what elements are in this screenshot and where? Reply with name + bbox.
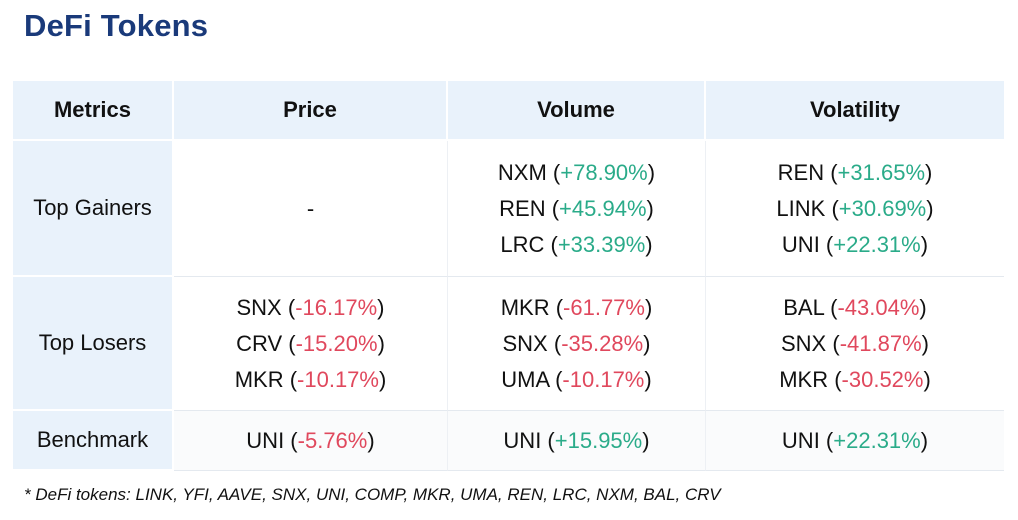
positive-change: +45.94%: [559, 195, 647, 221]
volume-cell: UNI (+15.95%): [448, 411, 706, 471]
token-entry: NXM (+78.90%): [497, 159, 656, 185]
positive-change: +33.39%: [557, 231, 646, 257]
top-losers-row: Top Losers SNX (-16.17%) CRV (-15.20%) MKR …: [13, 277, 1004, 411]
token-entry: BAL (-43.04%): [783, 294, 927, 320]
token-entry: SNX (-16.17%): [236, 294, 385, 320]
token-list: MKR (-61.77%) SNX (-35.28%) UMA (-10.17%): [448, 290, 705, 398]
token-symbol: UNI: [503, 427, 542, 453]
price-cell: SNX (-16.17%) CRV (-15.20%) MKR (-10.17%): [174, 277, 448, 411]
token-symbol: REN: [499, 195, 546, 221]
header-metrics: Metrics: [13, 81, 174, 141]
negative-change: -10.17%: [562, 366, 645, 392]
page-title: DeFi Tokens: [24, 8, 209, 43]
token-entry: UNI (+22.31%): [781, 427, 929, 453]
token-symbol: UNI: [246, 427, 285, 453]
token-entry: LINK (+30.69%): [776, 195, 934, 221]
token-entry: CRV (-15.20%): [236, 330, 385, 356]
token-entry: MKR (-30.52%): [779, 366, 931, 392]
benchmark-row: Benchmark UNI (-5.76%) UNI (+15.95%) UNI (+…: [13, 411, 1004, 471]
token-list: REN (+31.65%) LINK (+30.69%) UNI (+22.31%): [706, 155, 1004, 263]
token-entry: MKR (-10.17%): [234, 366, 387, 392]
token-entry: LRC (+33.39%): [500, 231, 653, 257]
token-symbol: SNX: [502, 330, 548, 356]
table-header-row: Metrics Price Volume Volatility: [13, 81, 1004, 141]
token-entry: REN (+31.65%): [777, 159, 933, 185]
token-symbol: UNI: [781, 427, 820, 453]
token-symbol: LRC: [500, 231, 545, 257]
volatility-cell: BAL (-43.04%) SNX (-41.87%) MKR (-30.52%): [706, 277, 1004, 411]
token-symbol: MKR: [234, 366, 284, 392]
token-symbol: LINK: [776, 195, 826, 221]
row-label: Top Losers: [13, 277, 174, 411]
token-list: NXM (+78.90%) REN (+45.94%) LRC (+33.39%): [448, 155, 705, 263]
token-symbol: NXM: [497, 159, 547, 185]
negative-change: -5.76%: [297, 427, 368, 453]
positive-change: +22.31%: [833, 231, 921, 257]
token-list: BAL (-43.04%) SNX (-41.87%) MKR (-30.52%): [706, 290, 1004, 398]
token-symbol: UNI: [781, 231, 820, 257]
negative-change: -43.04%: [837, 294, 920, 320]
token-symbol: MKR: [500, 294, 550, 320]
token-list: UNI (+15.95%): [448, 423, 705, 459]
token-entry: UNI (+22.31%): [781, 231, 929, 257]
negative-change: -35.28%: [561, 330, 644, 356]
defi-tokens-table: Metrics Price Volume Volatility Top Gain…: [13, 81, 1004, 471]
token-symbol: UMA: [501, 366, 549, 392]
negative-change: -30.52%: [841, 366, 924, 392]
token-symbol: CRV: [236, 330, 283, 356]
token-symbol: SNX: [236, 294, 282, 320]
header-volume: Volume: [448, 81, 706, 141]
row-label: Benchmark: [13, 411, 174, 471]
negative-change: -16.17%: [295, 294, 378, 320]
row-label: Top Gainers: [13, 141, 174, 277]
negative-change: -61.77%: [563, 294, 645, 320]
token-list: UNI (-5.76%): [174, 423, 447, 459]
footnote: * DeFi tokens: LINK, YFI, AAVE, SNX, UNI…: [24, 485, 721, 504]
price-cell: UNI (-5.76%): [174, 411, 448, 471]
token-symbol: REN: [777, 159, 825, 185]
token-entry: SNX (-41.87%): [781, 330, 929, 356]
token-symbol: BAL: [783, 294, 825, 320]
top-gainers-row: Top Gainers - NXM (+78.90%) REN (+45.94%) LR…: [13, 141, 1004, 277]
token-entry: UMA (-10.17%): [501, 366, 652, 392]
token-entry: SNX (-35.28%): [502, 330, 651, 356]
negative-change: -15.20%: [295, 330, 378, 356]
volume-cell: NXM (+78.90%) REN (+45.94%) LRC (+33.39%): [448, 141, 706, 277]
price-cell: -: [174, 141, 448, 277]
token-list: UNI (+22.31%): [706, 423, 1004, 459]
token-entry: UNI (-5.76%): [246, 427, 375, 453]
token-list: SNX (-16.17%) CRV (-15.20%) MKR (-10.17%): [174, 290, 447, 398]
empty-placeholder: -: [306, 195, 315, 221]
positive-change: +78.90%: [560, 159, 648, 185]
volatility-cell: UNI (+22.31%): [706, 411, 1004, 471]
token-entry: MKR (-61.77%): [500, 294, 653, 320]
negative-change: -10.17%: [297, 366, 379, 392]
negative-change: -41.87%: [839, 330, 922, 356]
positive-change: +31.65%: [837, 159, 926, 185]
positive-change: +15.95%: [554, 427, 643, 453]
token-symbol: SNX: [781, 330, 827, 356]
positive-change: +22.31%: [833, 427, 921, 453]
positive-change: +30.69%: [838, 195, 927, 221]
token-entry: REN (+45.94%): [499, 195, 654, 221]
header-price: Price: [174, 81, 448, 141]
token-symbol: MKR: [779, 366, 829, 392]
token-entry: UNI (+15.95%): [503, 427, 650, 453]
header-volatility: Volatility: [706, 81, 1004, 141]
volume-cell: MKR (-61.77%) SNX (-35.28%) UMA (-10.17%): [448, 277, 706, 411]
volatility-cell: REN (+31.65%) LINK (+30.69%) UNI (+22.31%): [706, 141, 1004, 277]
